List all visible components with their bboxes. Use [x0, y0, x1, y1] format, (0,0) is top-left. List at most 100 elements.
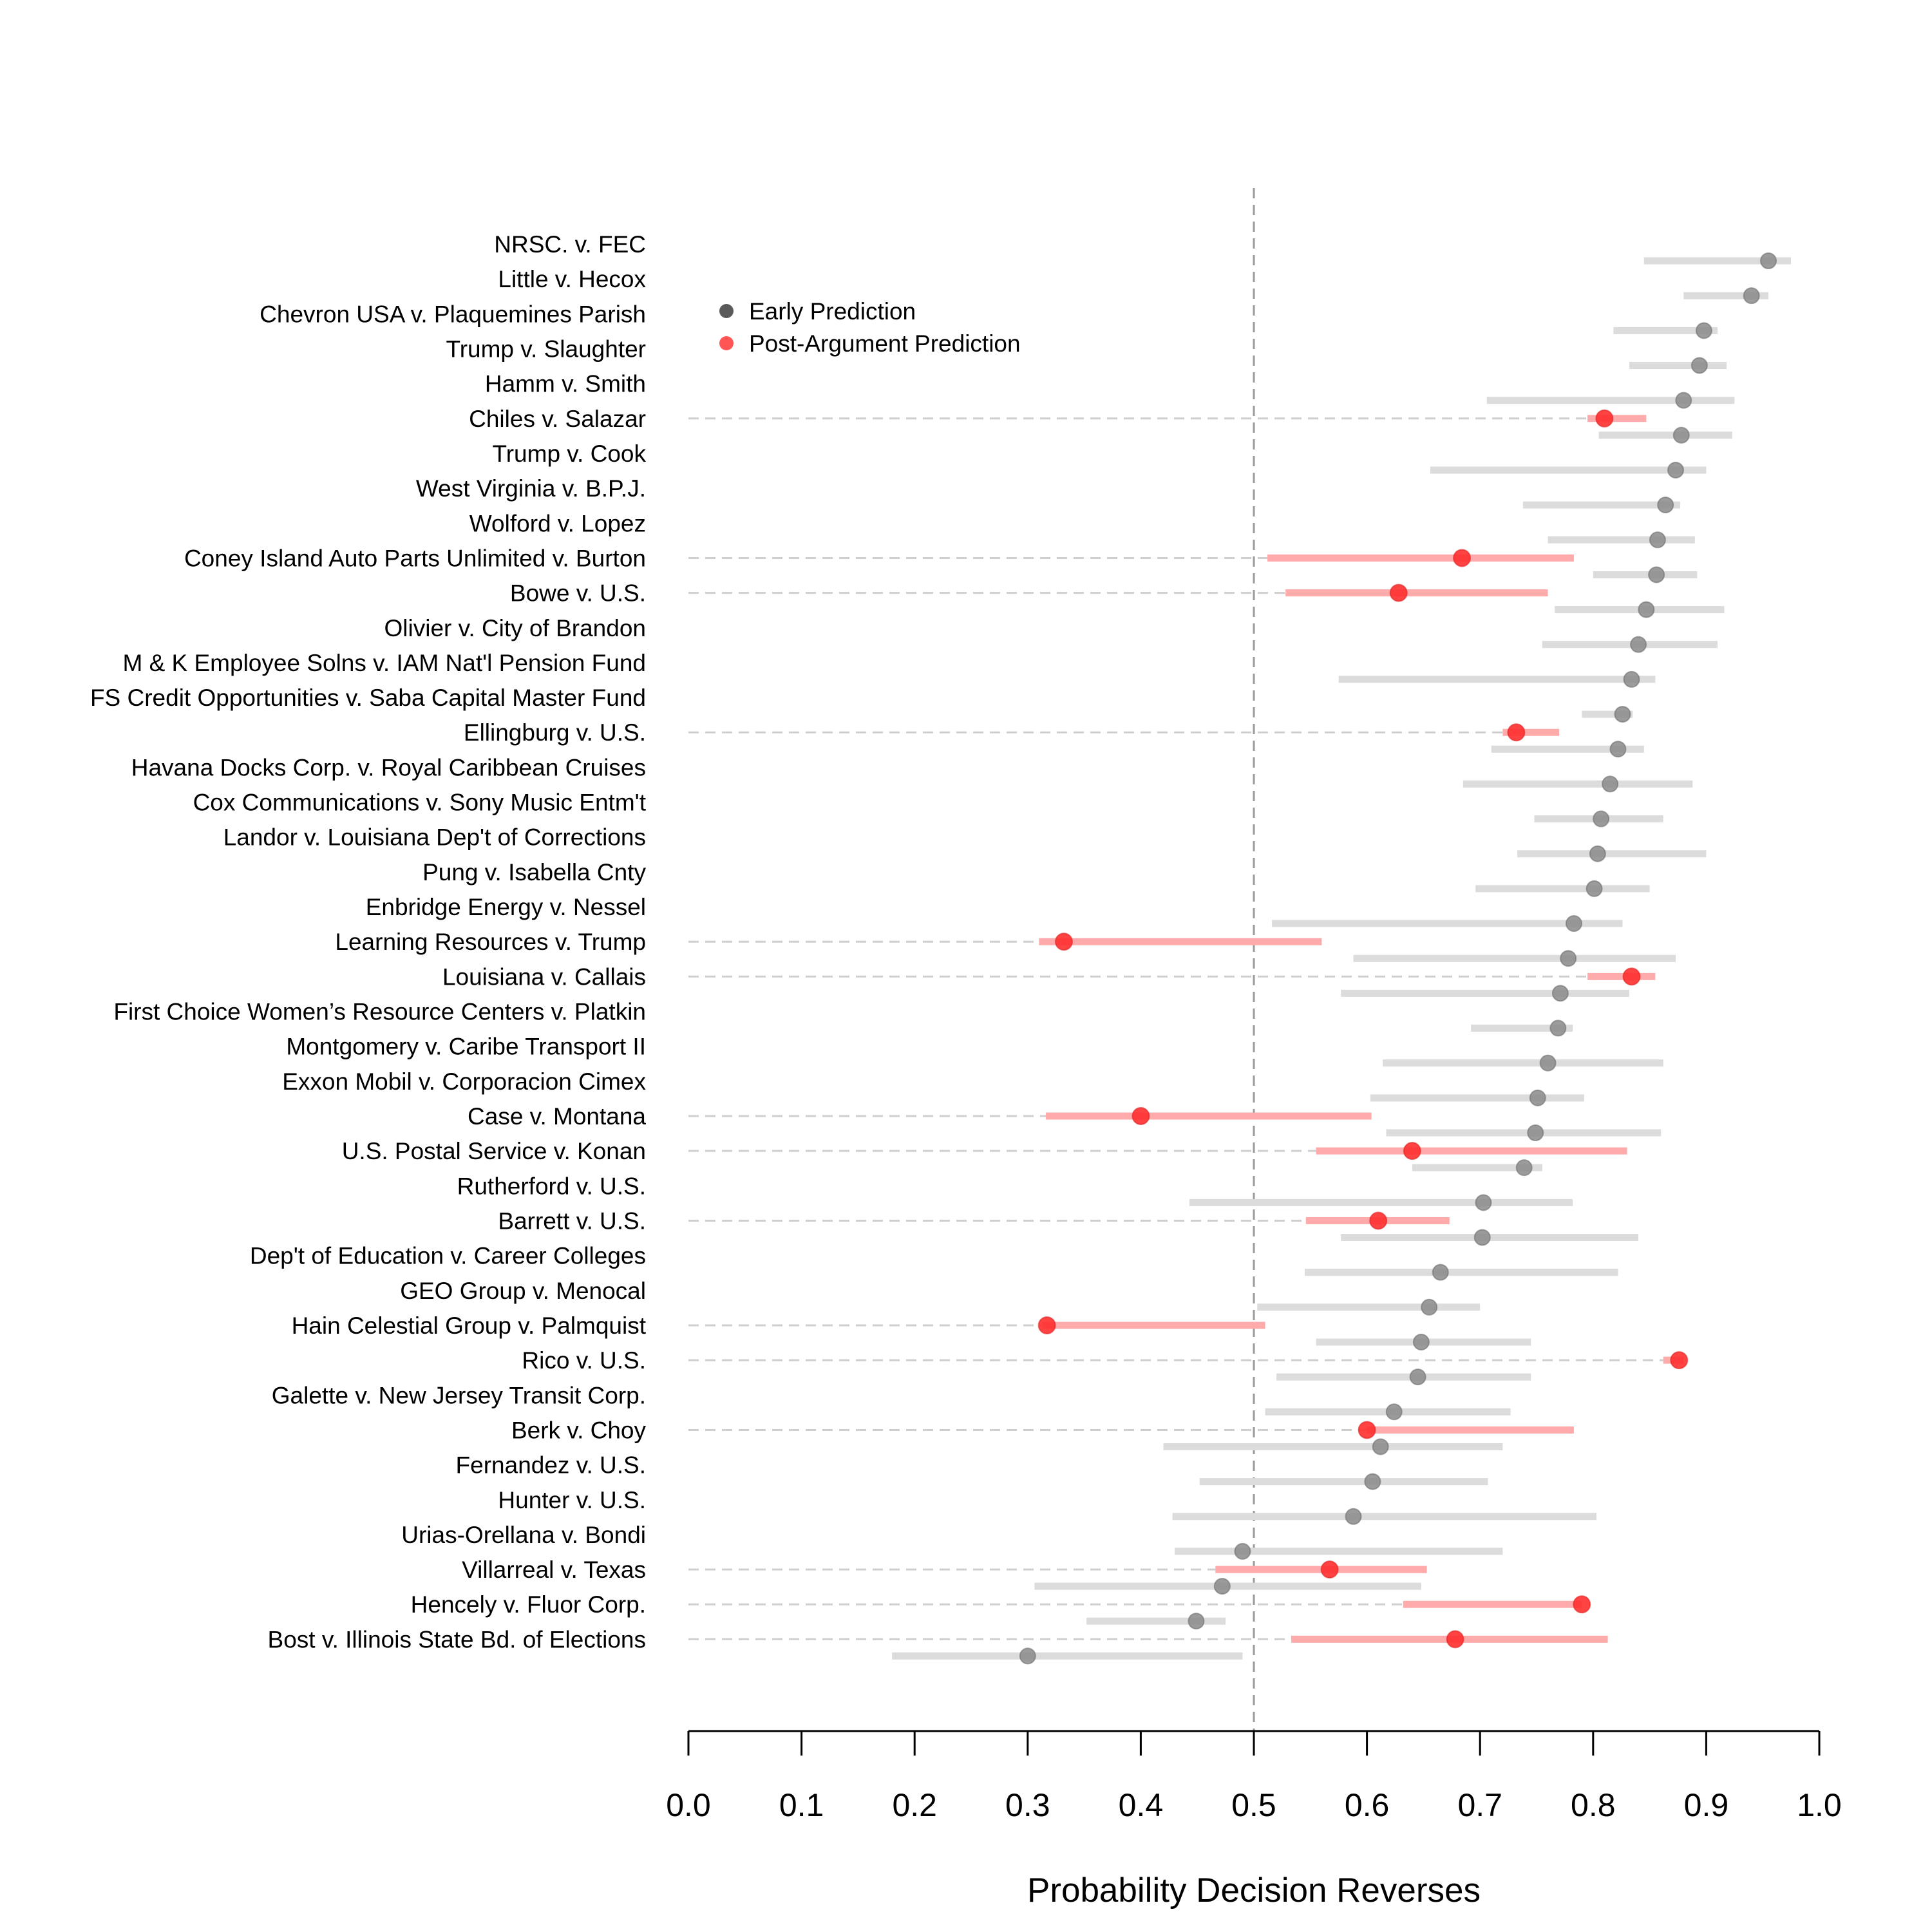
- post-point-ellingburg-v-u-s: [1507, 723, 1526, 742]
- x-tick-label-5: 0.5: [1231, 1787, 1276, 1823]
- case-label-m-k-employee-solns-v-iam-nat-l-pension-fund: M & K Employee Solns v. IAM Nat'l Pensio…: [122, 650, 646, 676]
- case-label-rutherford-v-u-s: Rutherford v. U.S.: [457, 1173, 646, 1199]
- early-point-fernandez-v-u-s: [1364, 1473, 1381, 1490]
- case-label-ellingburg-v-u-s: Ellingburg v. U.S.: [464, 719, 646, 746]
- case-label-chiles-v-salazar: Chiles v. Salazar: [469, 406, 646, 432]
- early-point-urias-orellana-v-bondi: [1234, 1542, 1251, 1560]
- post-point-case-v-montana: [1132, 1107, 1150, 1125]
- post-point-bowe-v-u-s: [1389, 583, 1408, 602]
- case-label-cox-communications-v-sony-music-entm-t: Cox Communications v. Sony Music Entm't: [193, 790, 647, 816]
- post-point-chiles-v-salazar: [1595, 409, 1614, 428]
- case-label-landor-v-louisiana-dep-t-of-corrections: Landor v. Louisiana Dep't of Corrections: [223, 824, 646, 851]
- case-label-trump-v-cook: Trump v. Cook: [493, 440, 647, 467]
- early-point-villarreal-v-texas: [1213, 1578, 1231, 1595]
- early-point-chiles-v-salazar: [1672, 426, 1690, 444]
- early-point-trump-v-slaughter: [1690, 357, 1708, 374]
- case-label-wolford-v-lopez: Wolford v. Lopez: [469, 510, 646, 536]
- case-label-trump-v-slaughter: Trump v. Slaughter: [446, 336, 646, 362]
- case-label-galette-v-new-jersey-transit-corp: Galette v. New Jersey Transit Corp.: [272, 1382, 646, 1408]
- early-point-hunter-v-u-s: [1345, 1508, 1362, 1525]
- case-label-bowe-v-u-s: Bowe v. U.S.: [510, 580, 646, 607]
- post-point-u-s-postal-service-v-konan: [1403, 1142, 1421, 1160]
- early-point-barrett-v-u-s: [1473, 1229, 1491, 1246]
- early-point-case-v-montana: [1527, 1124, 1544, 1141]
- post-intervals: [1039, 415, 1684, 1643]
- early-point-learning-resources-v-trump: [1560, 950, 1577, 967]
- post-point-louisiana-v-callais: [1622, 967, 1641, 986]
- early-point-rutherford-v-u-s: [1475, 1194, 1492, 1211]
- post-point-hencely-v-fluor-corp: [1573, 1595, 1591, 1614]
- case-label-hencely-v-fluor-corp: Hencely v. Fluor Corp.: [411, 1591, 646, 1618]
- early-point-m-k-employee-solns-v-iam-nat-l-pension-fund: [1623, 670, 1640, 688]
- early-point-rico-v-u-s: [1409, 1368, 1426, 1386]
- x-tick-label-1: 0.1: [779, 1787, 824, 1823]
- x-tick-label-2: 0.2: [892, 1787, 937, 1823]
- case-label-enbridge-energy-v-nessel: Enbridge Energy v. Nessel: [366, 894, 646, 920]
- x-axis-label: Probability Decision Reverses: [1027, 1871, 1481, 1909]
- case-label-louisiana-v-callais: Louisiana v. Callais: [442, 963, 646, 990]
- case-label-olivier-v-city-of-brandon: Olivier v. City of Brandon: [384, 615, 646, 641]
- legend: Early Prediction Post-Argument Predictio…: [719, 298, 1021, 357]
- legend-marker-early: [719, 304, 734, 318]
- case-label-berk-v-choy: Berk v. Choy: [511, 1417, 647, 1443]
- case-label-hamm-v-smith: Hamm v. Smith: [485, 371, 646, 397]
- x-tick-label-3: 0.3: [1005, 1787, 1050, 1823]
- post-point-hain-celestial-group-v-palmquist: [1037, 1316, 1056, 1334]
- post-point-rico-v-u-s: [1670, 1351, 1689, 1370]
- case-label-fernandez-v-u-s: Fernandez v. U.S.: [456, 1452, 646, 1479]
- post-points: [1037, 409, 1689, 1649]
- case-label-hain-celestial-group-v-palmquist: Hain Celestial Group v. Palmquist: [292, 1312, 647, 1339]
- case-label-learning-resources-v-trump: Learning Resources v. Trump: [335, 929, 646, 955]
- early-point-havana-docks-corp-v-royal-caribbean-cruises: [1602, 775, 1619, 793]
- early-intervals: [892, 257, 1792, 1660]
- x-tick-label-8: 0.8: [1571, 1787, 1616, 1823]
- case-label-havana-docks-corp-v-royal-caribbean-cruises: Havana Docks Corp. v. Royal Caribbean Cr…: [131, 754, 646, 781]
- case-label-chevron-usa-v-plaquemines-parish: Chevron USA v. Plaquemines Parish: [260, 301, 646, 327]
- x-tick-label-0: 0.0: [666, 1787, 711, 1823]
- post-point-villarreal-v-texas: [1320, 1560, 1339, 1579]
- post-point-barrett-v-u-s: [1369, 1211, 1388, 1230]
- case-label-coney-island-auto-parts-unlimited-v-burton: Coney Island Auto Parts Unlimited v. Bur…: [184, 545, 646, 571]
- legend-label-early: Early Prediction: [749, 298, 916, 325]
- early-point-enbridge-energy-v-nessel: [1565, 915, 1582, 933]
- early-point-fs-credit-opportunities-v-saba-capital-master-fund: [1614, 706, 1631, 723]
- x-tick-label-6: 0.6: [1345, 1787, 1390, 1823]
- early-point-berk-v-choy: [1372, 1438, 1389, 1455]
- x-ticks: 0.0 0.1 0.2 0.3 0.4 0.5 0.6 0.7 0.8 0.9 1.0: [666, 1731, 1842, 1823]
- early-point-bowe-v-u-s: [1638, 601, 1655, 618]
- x-tick-label-7: 0.7: [1457, 1787, 1502, 1823]
- early-point-geo-group-v-menocal: [1421, 1298, 1438, 1316]
- case-label-west-virginia-v-b-p-j: West Virginia v. B.P.J.: [416, 475, 646, 502]
- case-label-pung-v-isabella-cnty: Pung v. Isabella Cnty: [422, 859, 646, 886]
- case-label-geo-group-v-menocal: GEO Group v. Menocal: [400, 1278, 646, 1304]
- post-point-bost-v-illinois-state-bd-of-elections: [1446, 1630, 1464, 1649]
- x-tick-label-9: 0.9: [1684, 1787, 1729, 1823]
- early-point-landor-v-louisiana-dep-t-of-corrections: [1589, 845, 1606, 862]
- post-point-berk-v-choy: [1358, 1421, 1376, 1439]
- early-point-little-v-hecox: [1743, 287, 1760, 305]
- early-point-ellingburg-v-u-s: [1609, 741, 1627, 758]
- post-point-learning-resources-v-trump: [1054, 933, 1073, 951]
- case-label-barrett-v-u-s: Barrett v. U.S.: [498, 1208, 646, 1234]
- early-point-olivier-v-city-of-brandon: [1630, 636, 1647, 653]
- early-point-hamm-v-smith: [1675, 392, 1692, 409]
- case-label-montgomery-v-caribe-transport-ii: Montgomery v. Caribe Transport II: [286, 1034, 646, 1060]
- x-tick-label-4: 0.4: [1119, 1787, 1164, 1823]
- case-label-fs-credit-opportunities-v-saba-capital-master-fund: FS Credit Opportunities v. Saba Capital …: [90, 685, 646, 711]
- early-point-hain-celestial-group-v-palmquist: [1412, 1333, 1430, 1350]
- early-point-wolford-v-lopez: [1649, 531, 1666, 549]
- case-label-little-v-hecox: Little v. Hecox: [498, 266, 646, 292]
- case-guide-lines: [688, 417, 1663, 1640]
- x-tick-label-10: 1.0: [1797, 1787, 1842, 1823]
- early-point-nrsc-v-fec: [1759, 252, 1777, 269]
- case-label-urias-orellana-v-bondi: Urias-Orellana v. Bondi: [401, 1522, 646, 1548]
- case-label-villarreal-v-texas: Villarreal v. Texas: [462, 1557, 646, 1583]
- case-label-bost-v-illinois-state-bd-of-elections: Bost v. Illinois State Bd. of Elections: [268, 1626, 646, 1653]
- case-label-u-s-postal-service-v-konan: U.S. Postal Service v. Konan: [342, 1138, 646, 1164]
- early-point-pung-v-isabella-cnty: [1586, 880, 1603, 897]
- early-point-montgomery-v-caribe-transport-ii: [1539, 1054, 1557, 1072]
- early-point-cox-communications-v-sony-music-entm-t: [1593, 810, 1610, 828]
- early-point-louisiana-v-callais: [1551, 985, 1569, 1002]
- early-point-dep-t-of-education-v-career-colleges: [1432, 1264, 1449, 1281]
